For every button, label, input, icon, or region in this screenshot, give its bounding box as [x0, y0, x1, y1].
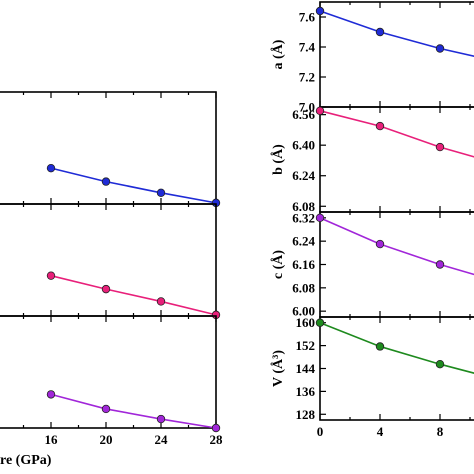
series-line	[50, 393, 217, 429]
y-tick-label: 6.24	[292, 168, 315, 183]
data-point	[46, 390, 56, 399]
data-point	[435, 260, 445, 269]
data-point	[101, 177, 111, 186]
x-tick-label: 4	[377, 424, 384, 439]
data-point	[156, 297, 166, 306]
x-tick-label: 16	[45, 432, 59, 447]
y-tick-label: 6.08	[292, 280, 315, 295]
series-line	[50, 167, 217, 204]
y-tick-label: 6.08	[292, 199, 315, 214]
panel-frame	[319, 106, 474, 213]
y-tick-label: 160	[296, 315, 316, 330]
y-tick-label: 7.2	[299, 70, 315, 85]
x-tick-label: 20	[100, 432, 113, 447]
data-point	[46, 163, 56, 173]
y-tick-label: 152	[296, 338, 316, 353]
data-point	[315, 106, 325, 116]
y-tick-label: 128	[296, 407, 316, 422]
y-tick-label: 6.24	[292, 234, 315, 249]
series-line	[319, 10, 474, 57]
panel-right-b: 6.08 6.24 6.40 6.56 b (Å)	[270, 106, 474, 214]
x-tick-label: 0	[317, 424, 324, 439]
x-tick-label: 28	[210, 432, 224, 447]
data-point	[435, 44, 445, 53]
y-tick-label: 144	[296, 361, 316, 376]
x-tick-label: 8	[437, 424, 444, 439]
series-line	[50, 274, 217, 316]
x-axis-title: re (GPa)	[0, 453, 52, 468]
data-point	[435, 142, 445, 152]
data-point	[156, 188, 166, 197]
data-point	[375, 342, 385, 351]
data-point	[101, 404, 111, 414]
y-tick-label: 6.32	[292, 210, 315, 225]
data-point	[375, 121, 385, 131]
panel-left-middle	[0, 203, 221, 320]
y-axis-title: V (Å³)	[270, 350, 286, 387]
y-axis-title: a (Å)	[270, 39, 286, 69]
y-tick-label: 7.4	[299, 40, 316, 55]
data-point	[375, 239, 385, 249]
data-point	[435, 360, 445, 369]
data-point	[101, 284, 111, 294]
y-axis-title: c (Å)	[270, 250, 286, 279]
data-point	[315, 213, 325, 223]
y-tick-label: 7.6	[299, 10, 316, 25]
data-point	[211, 423, 221, 433]
panel-frame	[0, 91, 217, 205]
data-point	[315, 6, 325, 16]
series-line	[319, 110, 474, 158]
panel-frame	[319, 1, 474, 108]
y-tick-label: 136	[296, 384, 316, 399]
series-line	[319, 321, 474, 374]
y-tick-label: 6.00	[292, 304, 315, 319]
y-tick-label: 7.0	[299, 100, 315, 115]
panel-right-v: 0 4 8 128 136 144 152 160 V (Å³)	[270, 315, 474, 439]
panel-right-a: 7.0 7.2 7.4 7.6 a (Å)	[270, 1, 474, 115]
panel-frame	[0, 203, 217, 317]
y-tick-label: 6.56	[292, 107, 315, 122]
x-tick-label: 24	[155, 432, 169, 447]
data-point	[315, 318, 325, 327]
y-tick-label: 6.40	[292, 138, 315, 153]
y-axis-title: b (Å)	[270, 144, 286, 175]
y-tick-label: 6.16	[292, 257, 315, 272]
data-point	[46, 271, 56, 280]
data-point	[156, 414, 166, 424]
panel-left-bottom: 16 20 24 28 re (GPa)	[0, 315, 224, 468]
panel-right-c: 6.00 6.08 6.16 6.24 6.32 c (Å)	[270, 210, 474, 319]
panel-left-top	[0, 91, 221, 208]
data-point	[375, 27, 385, 37]
series-line	[319, 217, 474, 276]
